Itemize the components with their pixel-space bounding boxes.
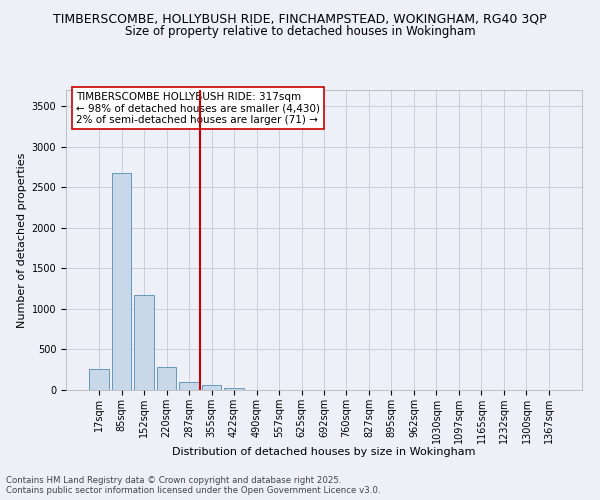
- Text: TIMBERSCOMBE, HOLLYBUSH RIDE, FINCHAMPSTEAD, WOKINGHAM, RG40 3QP: TIMBERSCOMBE, HOLLYBUSH RIDE, FINCHAMPST…: [53, 12, 547, 26]
- Bar: [112, 172, 131, 390]
- Text: Size of property relative to detached houses in Wokingham: Size of property relative to detached ho…: [125, 25, 475, 38]
- Bar: [157, 367, 176, 390]
- Bar: [224, 388, 244, 390]
- Bar: [202, 384, 221, 390]
- Text: Contains HM Land Registry data © Crown copyright and database right 2025.
Contai: Contains HM Land Registry data © Crown c…: [6, 476, 380, 495]
- Bar: [89, 370, 109, 390]
- Y-axis label: Number of detached properties: Number of detached properties: [17, 152, 28, 328]
- Bar: [179, 382, 199, 390]
- Bar: [134, 295, 154, 390]
- X-axis label: Distribution of detached houses by size in Wokingham: Distribution of detached houses by size …: [172, 448, 476, 458]
- Text: TIMBERSCOMBE HOLLYBUSH RIDE: 317sqm
← 98% of detached houses are smaller (4,430): TIMBERSCOMBE HOLLYBUSH RIDE: 317sqm ← 98…: [76, 92, 320, 124]
